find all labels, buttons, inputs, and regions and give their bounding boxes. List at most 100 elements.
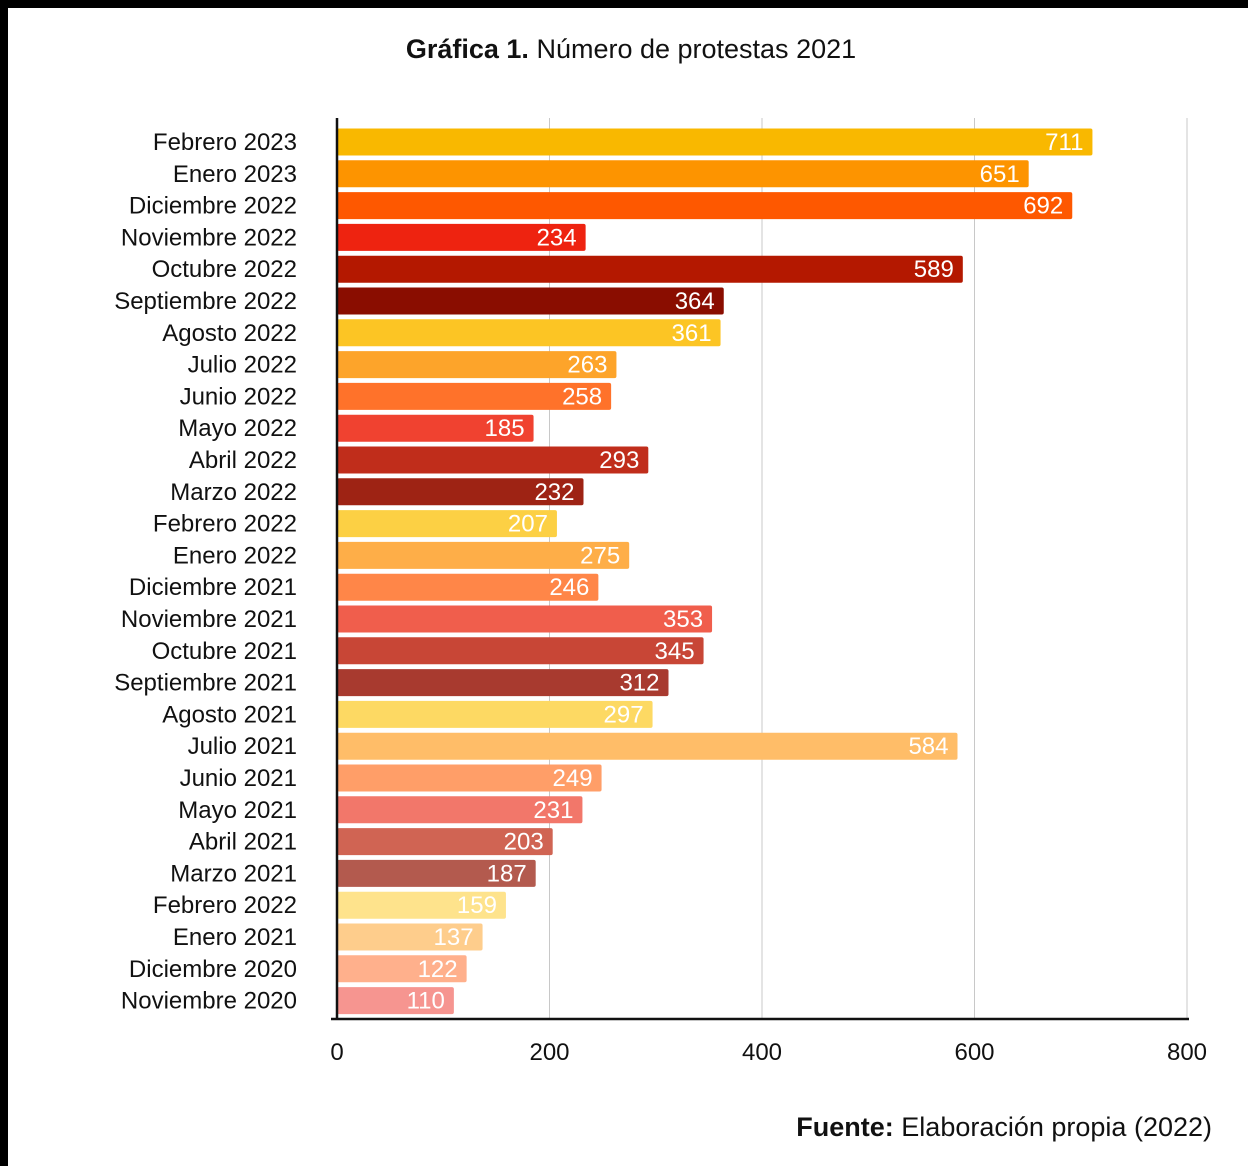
category-label: Mayo 2022 [178,415,297,442]
data-label: 234 [537,224,577,251]
category-label: Diciembre 2022 [129,193,297,220]
category-label: Septiembre 2022 [114,288,297,315]
data-label: 364 [675,288,715,315]
data-label: 232 [534,479,574,506]
category-label: Enero 2021 [173,924,297,951]
category-label: Febrero 2022 [153,892,297,919]
bar [337,828,553,856]
category-label: Octubre 2022 [152,256,297,283]
data-label: 187 [487,860,527,887]
category-label: Octubre 2021 [152,638,297,665]
bar [337,669,669,697]
bar [337,287,724,315]
bar [337,319,721,347]
category-label: Diciembre 2020 [129,956,297,983]
category-label: Noviembre 2020 [121,988,297,1015]
source-note: Fuente: Elaboración propia (2022) [796,1112,1212,1143]
data-label: 258 [562,383,602,410]
bar [337,478,584,506]
data-label: 203 [504,829,544,856]
bars [337,128,1093,1015]
bar [337,382,612,410]
bar [337,223,586,251]
data-label: 692 [1023,193,1063,220]
category-label: Abril 2022 [189,447,297,474]
category-label: Abril 2021 [189,829,297,856]
source-label: Fuente: [796,1112,894,1142]
data-label: 711 [1045,129,1083,156]
x-tick-label: 200 [529,1039,569,1066]
data-label: 249 [553,765,593,792]
data-label: 589 [914,256,954,283]
data-label: 361 [672,320,712,347]
category-label: Noviembre 2021 [121,606,297,633]
data-label: 293 [599,447,639,474]
data-label: 231 [533,797,573,824]
bar [337,796,583,824]
category-label: Noviembre 2022 [121,224,297,251]
category-label: Enero 2023 [173,161,297,188]
chart-title-bold: Gráfica 1. [405,34,529,64]
data-label: 122 [418,956,458,983]
bar [337,891,506,919]
data-label: 263 [567,352,607,379]
data-label: 207 [508,511,548,538]
bar [337,541,630,569]
category-label: Mayo 2021 [178,797,297,824]
category-label: Marzo 2022 [170,479,297,506]
data-label: 110 [407,988,445,1015]
bar [337,573,599,601]
data-label: 185 [485,415,525,442]
bar [337,859,536,887]
bar [337,351,617,379]
data-label: 159 [457,892,497,919]
chart-title: Gráfica 1. Número de protestas 2021 [0,34,1248,65]
category-label: Marzo 2021 [170,860,297,887]
chart-title-text: Número de protestas 2021 [528,34,857,64]
bar [337,446,649,474]
category-label: Junio 2021 [180,765,297,792]
category-label: Agosto 2022 [162,320,297,347]
data-label: 345 [655,638,695,665]
bar [337,128,1093,156]
grid-lines [549,118,1188,1019]
data-label: 584 [908,733,948,760]
category-label: Diciembre 2021 [129,574,297,601]
data-label: 246 [549,574,589,601]
bar [337,510,557,538]
bar [337,192,1073,220]
data-label: 651 [980,161,1020,188]
category-label: Julio 2022 [188,352,297,379]
x-tick-label: 800 [1167,1039,1207,1066]
x-tick-label: 400 [742,1039,782,1066]
category-label: Enero 2022 [173,542,297,569]
bar [337,637,704,665]
bar [337,700,653,728]
data-label: 312 [619,670,659,697]
bar [337,955,467,983]
data-label: 137 [434,924,474,951]
category-label: Febrero 2022 [153,511,297,538]
category-label: Agosto 2021 [162,701,297,728]
bar [337,605,713,633]
bar [337,160,1029,188]
axes [331,118,1189,1021]
data-label: 297 [604,701,644,728]
bar [337,255,963,283]
data-label: 353 [663,606,703,633]
bar [337,764,602,792]
category-label: Septiembre 2021 [114,670,297,697]
category-label: Julio 2021 [188,733,297,760]
bar [337,987,454,1015]
x-tick-label: 0 [330,1039,343,1066]
x-tick-label: 600 [954,1039,994,1066]
labels: 0 200 400 600 800 711 Febrero 2023 651 Enero 202… [114,129,1207,1066]
bar [337,414,534,442]
bar [337,732,958,760]
data-label: 275 [580,542,620,569]
category-label: Junio 2022 [180,383,297,410]
category-label: Febrero 2023 [153,129,297,156]
bar [337,923,483,951]
